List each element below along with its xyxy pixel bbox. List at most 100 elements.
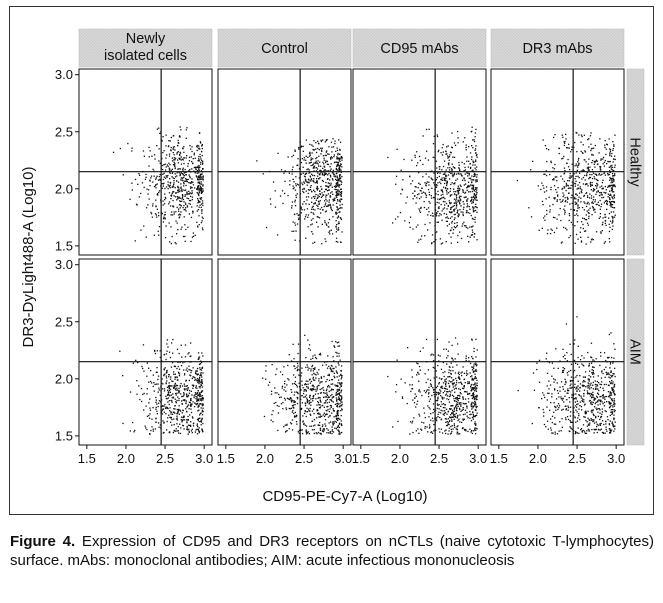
data-point	[336, 342, 338, 344]
data-point	[456, 222, 458, 224]
data-point	[436, 403, 439, 405]
data-point	[339, 160, 341, 163]
data-point	[437, 190, 439, 193]
data-point	[322, 430, 324, 432]
data-point	[327, 408, 329, 411]
data-point	[476, 395, 478, 397]
data-point	[419, 391, 421, 393]
data-point	[312, 174, 314, 177]
data-point	[136, 380, 138, 382]
data-point	[608, 401, 610, 403]
data-point	[613, 169, 615, 172]
data-point	[593, 160, 595, 163]
data-point	[418, 172, 420, 174]
data-point	[200, 192, 203, 194]
data-point	[595, 384, 597, 386]
data-point	[610, 182, 612, 184]
data-point	[471, 175, 473, 177]
data-point	[472, 415, 475, 417]
data-point	[336, 209, 338, 211]
data-points	[516, 131, 616, 245]
data-point	[600, 351, 602, 354]
data-point	[602, 431, 604, 434]
data-point	[414, 397, 416, 399]
data-point	[195, 168, 197, 170]
data-point	[602, 397, 604, 399]
data-point	[464, 398, 467, 400]
data-point	[167, 389, 169, 391]
data-point	[464, 196, 467, 198]
data-point	[193, 406, 196, 408]
data-point	[335, 183, 337, 185]
data-point	[173, 183, 175, 186]
data-point	[313, 203, 315, 205]
data-point	[451, 194, 453, 196]
data-point	[562, 192, 564, 194]
data-point	[335, 150, 337, 152]
data-point	[448, 424, 450, 426]
data-point	[430, 195, 432, 197]
data-point	[587, 212, 589, 214]
data-point	[333, 156, 335, 158]
data-point	[575, 172, 577, 174]
data-point	[404, 382, 406, 384]
data-point	[463, 386, 465, 388]
data-point	[191, 403, 193, 405]
data-point	[573, 393, 575, 395]
data-point	[457, 372, 459, 374]
data-point	[475, 199, 477, 201]
data-point	[313, 174, 316, 177]
data-point	[467, 373, 469, 375]
data-point	[414, 393, 416, 395]
data-point	[436, 400, 438, 402]
data-point	[466, 411, 468, 414]
data-point	[470, 404, 472, 406]
data-point	[168, 222, 170, 224]
data-point	[448, 169, 451, 171]
data-point	[183, 209, 185, 211]
data-point	[310, 370, 312, 372]
data-point	[567, 388, 569, 390]
data-point	[179, 385, 181, 387]
data-point	[578, 207, 580, 209]
data-point	[561, 178, 564, 180]
data-point	[159, 356, 161, 359]
data-point	[196, 205, 198, 207]
data-point	[292, 409, 294, 412]
data-point	[295, 176, 297, 178]
data-point	[409, 216, 412, 218]
data-point	[611, 409, 614, 411]
data-point	[589, 193, 591, 195]
data-point	[177, 411, 179, 413]
data-point	[602, 156, 605, 159]
data-point	[339, 403, 341, 405]
data-point	[197, 394, 199, 397]
data-point	[168, 351, 171, 353]
data-point	[305, 403, 307, 405]
data-point	[173, 213, 175, 215]
data-point	[458, 377, 460, 379]
data-point	[567, 147, 569, 149]
data-point	[339, 204, 341, 206]
data-point	[131, 147, 133, 149]
data-point	[553, 136, 555, 139]
data-point	[602, 432, 605, 434]
data-point	[184, 240, 186, 242]
data-point	[134, 178, 137, 181]
data-point	[456, 407, 458, 409]
data-point	[166, 394, 169, 396]
panel-border	[78, 68, 213, 256]
data-point	[307, 214, 310, 216]
data-point	[580, 134, 583, 136]
data-point	[303, 412, 306, 415]
data-point	[578, 408, 580, 410]
data-point	[136, 393, 138, 395]
data-point	[189, 403, 192, 405]
data-point	[397, 216, 399, 218]
data-point	[543, 217, 545, 219]
data-point	[340, 171, 342, 173]
data-point	[178, 387, 180, 390]
data-point	[609, 154, 611, 157]
data-point	[274, 392, 276, 394]
data-point	[558, 396, 560, 398]
